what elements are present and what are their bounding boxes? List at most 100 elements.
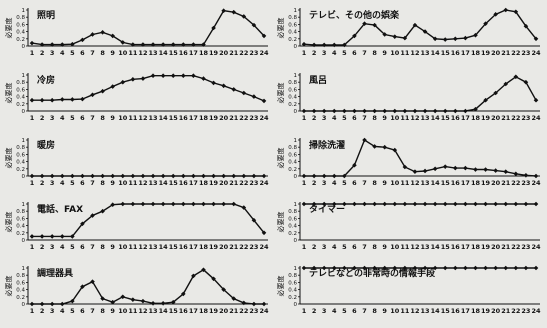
data-point: [29, 97, 35, 103]
x-tick-label: 1: [30, 243, 35, 251]
x-tick-label: 5: [70, 307, 75, 315]
x-tick-label: 13: [149, 179, 158, 187]
x-tick-label: 3: [50, 243, 55, 251]
y-tick-label: 0.8: [16, 145, 25, 151]
x-tick-label: 7: [90, 307, 95, 315]
data-point: [181, 201, 186, 207]
data-point: [191, 42, 196, 47]
x-tick-label: 18: [199, 49, 209, 57]
x-tick-label: 6: [80, 243, 85, 251]
data-point: [181, 73, 186, 79]
data-point: [372, 201, 377, 207]
data-point: [392, 34, 398, 39]
x-tick-label: 1: [302, 114, 307, 122]
data-point: [412, 22, 418, 28]
x-tick-label: 16: [451, 114, 461, 122]
x-tick-label: 5: [70, 179, 75, 187]
x-tick-label: 13: [149, 49, 158, 57]
chart-title: 暖房: [37, 139, 55, 151]
x-tick-label: 5: [342, 243, 347, 251]
x-tick-label: 5: [342, 114, 347, 122]
y-tick-label: 0.4: [16, 224, 25, 230]
data-point: [49, 42, 55, 47]
x-tick-label: 5: [342, 179, 347, 187]
x-tick-label: 3: [50, 179, 55, 187]
chart-title: 掃除洗濯: [309, 139, 345, 151]
data-point: [140, 298, 146, 304]
data-point: [352, 108, 357, 114]
data-point: [493, 201, 498, 207]
x-tick-label: 20: [491, 49, 501, 57]
data-point: [493, 265, 498, 271]
y-tick-label: 0.8: [16, 273, 25, 279]
data-point: [231, 296, 237, 301]
data-point: [352, 201, 357, 207]
y-tick-label: 1: [22, 73, 26, 79]
y-tick-label: 0.8: [288, 80, 297, 86]
data-point: [160, 201, 166, 207]
data-point: [211, 25, 216, 31]
x-tick-label: 9: [382, 243, 387, 251]
x-tick-label: 15: [441, 243, 451, 251]
x-tick-label: 1: [302, 179, 307, 187]
x-tick-label: 16: [179, 49, 189, 57]
data-point: [160, 42, 166, 47]
x-tick-label: 18: [199, 179, 209, 187]
x-tick-label: 12: [138, 49, 147, 57]
x-tick-label: 7: [362, 179, 367, 187]
data-point: [231, 9, 237, 15]
data-point: [301, 173, 307, 179]
data-point: [503, 265, 509, 271]
x-tick-label: 16: [451, 49, 461, 57]
data-point: [321, 173, 327, 179]
x-tick-label: 2: [312, 179, 317, 187]
data-point: [513, 265, 519, 271]
y-tick-label: 1: [22, 8, 26, 14]
data-point: [342, 265, 347, 271]
x-tick-label: 18: [471, 307, 481, 315]
data-point: [382, 265, 387, 271]
data-point: [503, 81, 509, 87]
x-tick-label: 4: [332, 179, 337, 187]
data-point: [110, 33, 115, 39]
data-point: [100, 208, 105, 214]
y-tick-label: 0.8: [16, 80, 25, 86]
y-tick-label: 0.8: [16, 209, 25, 215]
x-tick-label: 10: [390, 179, 400, 187]
x-tick-label: 5: [70, 49, 75, 57]
x-tick-label: 21: [501, 307, 511, 315]
data-point: [110, 173, 115, 179]
y-tick-label: 0.8: [288, 145, 297, 151]
data-point: [372, 108, 377, 114]
x-tick-label: 17: [461, 307, 470, 315]
x-tick-label: 2: [312, 243, 317, 251]
x-tick-label: 17: [461, 243, 470, 251]
x-tick-label: 3: [322, 307, 327, 315]
x-tick-label: 9: [382, 114, 387, 122]
data-point: [39, 42, 45, 47]
series-line: [32, 74, 265, 102]
data-point: [513, 201, 519, 207]
data-point: [503, 7, 509, 13]
y-tick-label: 0.2: [288, 295, 297, 301]
x-tick-label: 24: [531, 243, 541, 251]
x-tick-label: 13: [149, 114, 158, 122]
data-point: [412, 108, 418, 114]
x-tick-label: 3: [50, 49, 55, 57]
x-tick-label: 13: [421, 179, 430, 187]
y-tick-label: 0: [22, 44, 26, 50]
data-point: [442, 108, 448, 114]
data-point: [140, 42, 146, 47]
data-point: [59, 42, 65, 47]
data-point: [372, 144, 377, 149]
x-tick-label: 24: [259, 114, 269, 122]
y-tick-label: 1: [294, 138, 298, 144]
x-tick-label: 10: [118, 114, 128, 122]
x-tick-label: 8: [100, 307, 105, 315]
x-tick-label: 10: [390, 243, 400, 251]
y-tick-label: 1: [294, 8, 298, 14]
x-tick-label: 13: [421, 114, 430, 122]
data-point: [29, 173, 35, 179]
